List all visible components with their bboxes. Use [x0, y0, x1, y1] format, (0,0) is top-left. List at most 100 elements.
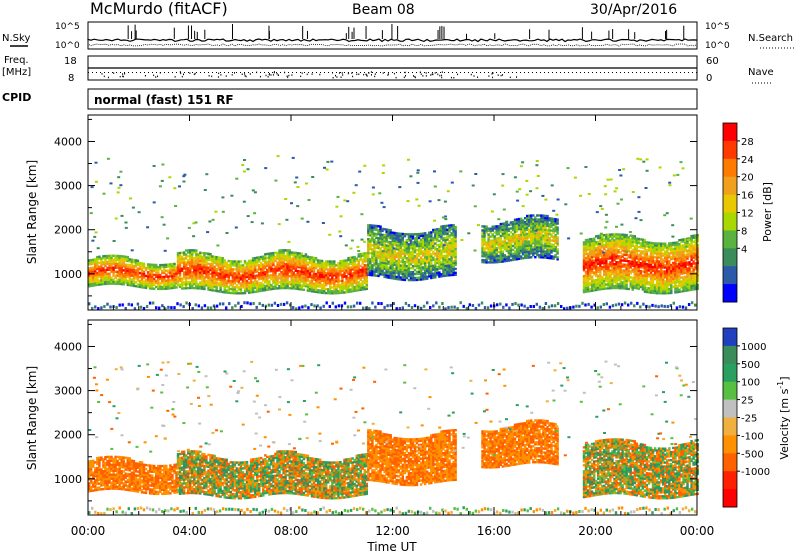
heatmap-cell [355, 257, 358, 260]
heatmap-cell [584, 264, 588, 268]
heatmap-cell [641, 238, 645, 241]
heatmap-cell [625, 243, 628, 247]
heatmap-cell [434, 230, 437, 233]
heatmap-cell [379, 241, 382, 244]
heatmap-cell [599, 238, 602, 241]
heatmap-cell [258, 272, 261, 275]
heatmap-cell [538, 222, 541, 225]
heatmap-cell [233, 278, 237, 281]
heatmap-cell [110, 276, 113, 279]
heatmap-cell [247, 285, 251, 288]
heatmap-cell [613, 272, 616, 276]
heatmap-cell [643, 276, 647, 279]
heatmap-cell [327, 290, 330, 293]
nave-dot [371, 74, 372, 76]
heatmap-cell [428, 257, 431, 260]
heatmap-cell [552, 219, 555, 223]
heatmap-cell [397, 250, 401, 253]
heatmap-cell [599, 274, 602, 277]
heatmap-cell [353, 289, 356, 293]
heatmap-cell [434, 238, 437, 241]
heatmap-cell [603, 267, 606, 271]
heatmap-cell [607, 273, 610, 276]
heatmap-cell [274, 285, 277, 288]
heatmap-cell [335, 288, 338, 291]
heatmap-cell [205, 274, 208, 277]
heatmap-cell [106, 260, 109, 264]
heatmap-cell [130, 266, 134, 269]
heatmap-cell [262, 255, 265, 258]
heatmap-cell [651, 281, 655, 285]
nave-dot [183, 73, 184, 76]
heatmap-cell [136, 273, 140, 276]
heatmap-cell [528, 248, 531, 251]
heatmap-cell [106, 254, 109, 258]
heatmap-cell [448, 264, 451, 267]
heatmap-cell [357, 263, 360, 266]
heatmap-cell [175, 274, 178, 277]
heatmap-cell [237, 274, 241, 277]
heatmap-cell [310, 276, 314, 279]
heatmap-cell [318, 269, 322, 272]
heatmap-cell [419, 264, 423, 267]
heatmap-cell [609, 241, 612, 244]
heatmap-cell [405, 274, 409, 278]
heatmap-cell [511, 238, 515, 242]
heatmap-cell [493, 259, 496, 262]
heatmap-cell [312, 284, 316, 287]
heatmap-cell [651, 259, 655, 263]
heatmap-cell [601, 262, 604, 265]
heatmap-cell [229, 279, 233, 283]
heatmap-cell [120, 273, 123, 276]
heatmap-cell [239, 292, 243, 295]
nave-dot [157, 75, 158, 78]
heatmap-cell [450, 242, 453, 245]
heatmap-cell [312, 288, 316, 291]
heatmap-cell [286, 253, 289, 256]
heatmap-cell [124, 275, 127, 278]
heatmap-cell [169, 263, 172, 266]
heatmap-cell [417, 272, 421, 275]
heatmap-cell [526, 252, 529, 255]
heatmap-cell [588, 246, 592, 249]
heatmap-cell [607, 263, 610, 266]
heatmap-cell [377, 245, 380, 248]
heatmap-cell [613, 241, 616, 244]
heatmap-cell [528, 218, 531, 221]
heatmap-cell [385, 260, 388, 263]
heatmap-cell [397, 240, 401, 243]
heatmap-cell [393, 231, 396, 235]
heatmap-cell [369, 263, 372, 267]
heatmap-cell [649, 263, 653, 266]
heatmap-cell [452, 253, 455, 257]
heatmap-cell [491, 251, 494, 254]
heatmap-cell [225, 291, 228, 294]
heatmap-cell [405, 247, 409, 250]
heatmap-cell [627, 254, 630, 257]
heatmap-cell [448, 244, 451, 247]
heatmap-cell [415, 233, 419, 236]
nave-dot [174, 76, 176, 78]
heatmap-cell [631, 276, 634, 279]
heatmap-cell [231, 282, 235, 285]
heatmap-cell [395, 261, 398, 265]
heatmap-cell [651, 249, 655, 253]
heatmap-cell [647, 263, 651, 266]
heatmap-cell [609, 283, 612, 286]
heatmap-cell [292, 253, 295, 256]
heatmap-cell [586, 266, 590, 269]
heatmap-cell [203, 252, 206, 255]
heatmap-cell [513, 224, 517, 227]
heatmap-cell [335, 272, 338, 275]
nave-dot [244, 73, 246, 75]
heatmap-cell [556, 244, 559, 247]
heatmap-cell [310, 284, 314, 287]
heatmap-cell [266, 284, 269, 287]
heatmap-cell [176, 270, 180, 273]
heatmap-cell [264, 263, 267, 266]
heatmap-cell [308, 275, 312, 279]
heatmap-cell [523, 221, 527, 224]
heatmap-cell [417, 278, 421, 281]
heatmap-cell [511, 244, 515, 248]
heatmap-cell [288, 265, 291, 268]
